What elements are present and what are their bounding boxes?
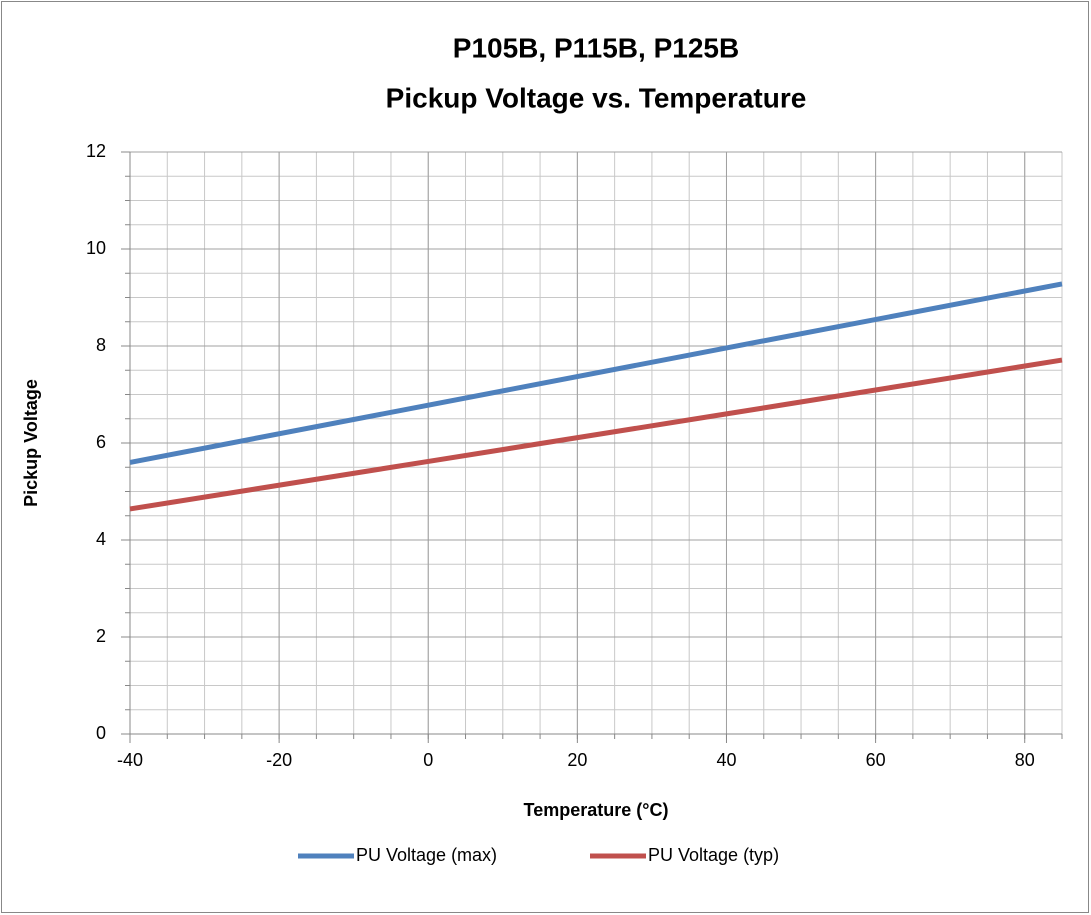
line: [129, 357, 1063, 512]
y-tick-label: 6: [96, 432, 106, 452]
chart-title: P105B, P115B, P125B: [453, 32, 739, 63]
x-tick-label: 0: [423, 750, 433, 770]
y-tick-label: 8: [96, 335, 106, 355]
x-axis-title: Temperature (°C): [524, 800, 669, 820]
chart-title: Pickup Voltage vs. Temperature: [386, 82, 807, 113]
y-tick-label: 0: [96, 723, 106, 743]
x-tick-label: 80: [1015, 750, 1035, 770]
x-tick-label: 20: [567, 750, 587, 770]
x-tick-label: 60: [866, 750, 886, 770]
x-tick-label: -20: [266, 750, 292, 770]
y-tick-label: 10: [86, 238, 106, 258]
x-tick-label: -40: [117, 750, 143, 770]
line: [129, 281, 1063, 465]
y-tick-label: 2: [96, 626, 106, 646]
y-tick-label: 12: [86, 141, 106, 161]
legend-label: PU Voltage (typ): [648, 845, 779, 865]
y-axis-title: Pickup Voltage: [21, 379, 41, 507]
x-tick-label: 40: [716, 750, 736, 770]
y-tick-label: 4: [96, 529, 106, 549]
legend-label: PU Voltage (max): [356, 845, 497, 865]
